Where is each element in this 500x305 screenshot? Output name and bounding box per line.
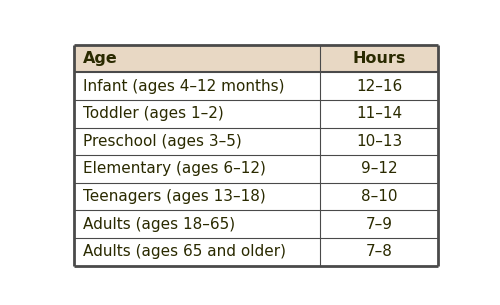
Text: 7–9: 7–9 xyxy=(366,217,392,232)
Bar xyxy=(320,72,438,100)
Bar xyxy=(74,183,320,210)
Bar xyxy=(74,127,320,155)
Text: Teenagers (ages 13–18): Teenagers (ages 13–18) xyxy=(82,189,266,204)
Bar xyxy=(74,155,320,183)
Text: Hours: Hours xyxy=(352,51,406,66)
Text: 11–14: 11–14 xyxy=(356,106,402,121)
Text: 7–8: 7–8 xyxy=(366,244,392,259)
Bar xyxy=(74,100,320,127)
Text: Preschool (ages 3–5): Preschool (ages 3–5) xyxy=(82,134,241,149)
Bar xyxy=(320,210,438,238)
Bar xyxy=(74,45,438,72)
Text: Adults (ages 18–65): Adults (ages 18–65) xyxy=(82,217,235,232)
Bar xyxy=(320,155,438,183)
Text: Age: Age xyxy=(82,51,118,66)
Text: 10–13: 10–13 xyxy=(356,134,403,149)
Text: Elementary (ages 6–12): Elementary (ages 6–12) xyxy=(82,161,266,177)
Bar xyxy=(320,100,438,127)
Bar xyxy=(320,238,438,266)
Bar xyxy=(320,127,438,155)
Text: 9–12: 9–12 xyxy=(361,161,398,177)
Text: 8–10: 8–10 xyxy=(361,189,398,204)
Bar xyxy=(74,210,320,238)
Text: 12–16: 12–16 xyxy=(356,79,403,94)
Bar xyxy=(74,72,320,100)
Bar xyxy=(74,238,320,266)
Text: Infant (ages 4–12 months): Infant (ages 4–12 months) xyxy=(82,79,284,94)
Text: Toddler (ages 1–2): Toddler (ages 1–2) xyxy=(82,106,224,121)
Text: Adults (ages 65 and older): Adults (ages 65 and older) xyxy=(82,244,286,259)
Bar xyxy=(320,183,438,210)
